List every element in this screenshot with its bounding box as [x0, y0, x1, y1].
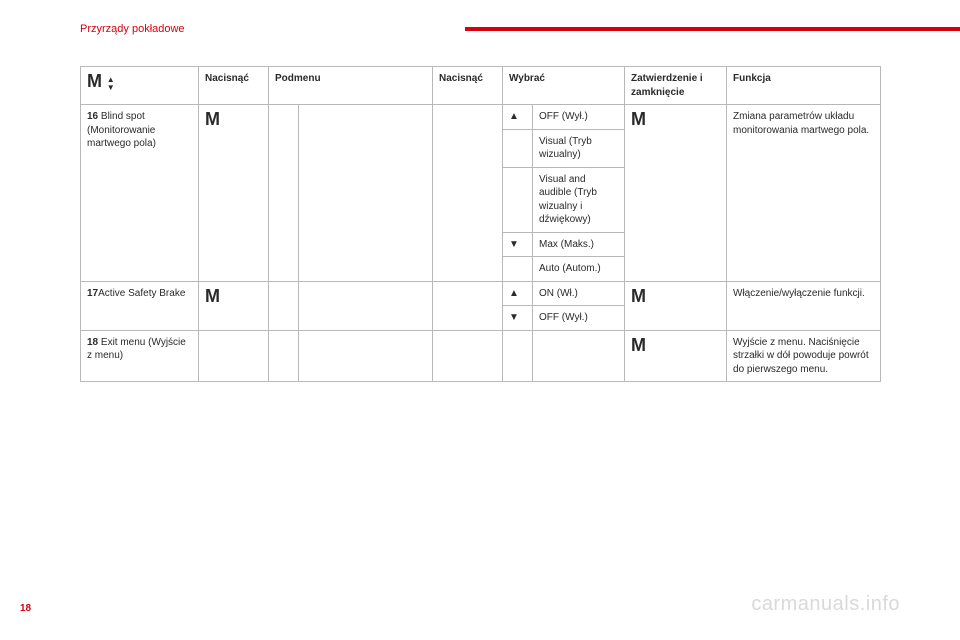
row16-podmenu-b: [299, 105, 433, 282]
row16-label: 16 Blind spot (Monitorowanie martwego po…: [81, 105, 199, 282]
table-row: 18 Exit menu (Wyjście z menu) M Wyjście …: [81, 330, 881, 382]
table-row: 17Active Safety Brake M ▲ ON (Wł.) M Włą…: [81, 281, 881, 306]
row17-opt0-text: ON (Wł.): [533, 281, 625, 306]
header-menu-glyph: M ▲▼: [81, 67, 199, 105]
section-title: Przyrządy pokładowe: [80, 23, 185, 35]
row17-funkcja: Włączenie/wyłączenie funkcji.: [727, 281, 881, 330]
row16-opt1-arrow: [503, 129, 533, 167]
row16-opt0-arrow: ▲: [503, 105, 533, 130]
header-nacisnac1: Nacisnąć: [199, 67, 269, 105]
row16-zatw: M: [625, 105, 727, 282]
menu-glyph-arrows: ▲▼: [107, 76, 115, 92]
header-podmenu: Podmenu: [269, 67, 433, 105]
row18-podmenu-a: [269, 330, 299, 382]
page-number: 18: [20, 603, 31, 614]
row17-opt1-text: OFF (Wył.): [533, 306, 625, 331]
row18-opt-text: [533, 330, 625, 382]
row17-podmenu-a: [269, 281, 299, 330]
row16-nacisnac2: [433, 105, 503, 282]
row16-opt1-text: Visual (Tryb wizualny): [533, 129, 625, 167]
row18-funkcja: Wyjście z menu. Naciśnięcie strzałki w d…: [727, 330, 881, 382]
header-red-bar: [465, 27, 960, 31]
row16-opt3-text: Max (Maks.): [533, 232, 625, 257]
row18-nacisnac1: [199, 330, 269, 382]
row18-nacisnac2: [433, 330, 503, 382]
row17-opt1-arrow: ▼: [503, 306, 533, 331]
row16-opt0-text: OFF (Wył.): [533, 105, 625, 130]
row16-podmenu-a: [269, 105, 299, 282]
row18-zatw: M: [625, 330, 727, 382]
row17-label: 17Active Safety Brake: [81, 281, 199, 330]
header-nacisnac2: Nacisnąć: [433, 67, 503, 105]
menu-glyph-m: M: [87, 71, 102, 91]
row17-opt0-arrow: ▲: [503, 281, 533, 306]
row17-nacisnac1: M: [199, 281, 269, 330]
row18-label: 18 Exit menu (Wyjście z menu): [81, 330, 199, 382]
table-header-row: M ▲▼ Nacisnąć Podmenu Nacisnąć Wybrać Za…: [81, 67, 881, 105]
row16-opt2-arrow: [503, 167, 533, 232]
table-row: 16 Blind spot (Monitorowanie martwego po…: [81, 105, 881, 130]
row16-opt2-text: Visual and audible (Tryb wizualny i dźwi…: [533, 167, 625, 232]
watermark: carmanuals.info: [751, 593, 900, 616]
header-funkcja: Funkcja: [727, 67, 881, 105]
row18-opt-arrow: [503, 330, 533, 382]
header-zatwierdzenie: Zatwierdzenie i zamknięcie: [625, 67, 727, 105]
row17-nacisnac2: [433, 281, 503, 330]
row17-podmenu-b: [299, 281, 433, 330]
row16-opt4-arrow: [503, 257, 533, 282]
row16-opt3-arrow: ▼: [503, 232, 533, 257]
row16-opt4-text: Auto (Autom.): [533, 257, 625, 282]
row17-zatw: M: [625, 281, 727, 330]
row16-funkcja: Zmiana parametrów układu monitorowania m…: [727, 105, 881, 282]
row16-nacisnac1: M: [199, 105, 269, 282]
row18-podmenu-b: [299, 330, 433, 382]
header-wybrac: Wybrać: [503, 67, 625, 105]
menu-table: M ▲▼ Nacisnąć Podmenu Nacisnąć Wybrać Za…: [80, 66, 881, 382]
